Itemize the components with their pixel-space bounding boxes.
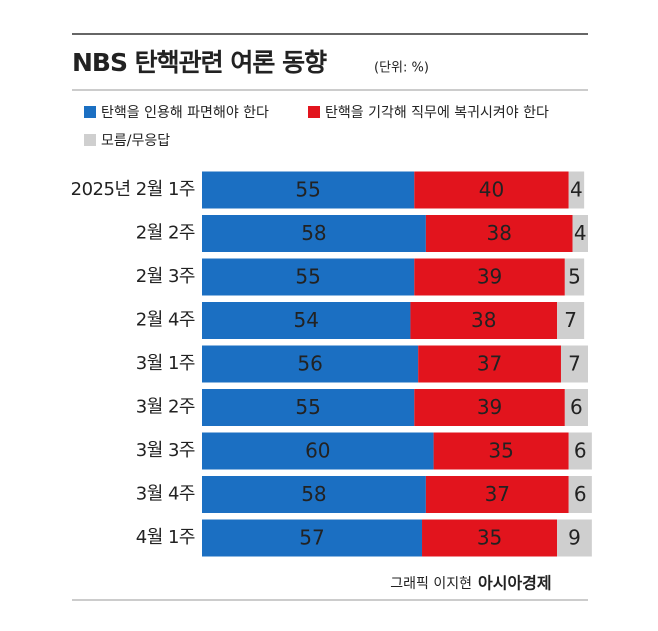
bar-segment [202,345,419,383]
legend-swatch [84,134,96,146]
value-label: 6 [570,395,583,419]
bar-segment [202,389,415,426]
bar-segment [557,519,592,557]
value-label: 37 [477,352,502,376]
legend-label: 탄핵을 기각해 직무에 복귀시켜야 한다 [325,105,549,121]
value-label: 35 [477,526,502,550]
value-label: 58 [301,221,326,245]
value-label: 39 [477,265,502,289]
bar-segment [414,389,565,426]
value-label: 6 [574,439,587,463]
bar-segment [433,432,569,470]
value-label: 38 [471,308,496,332]
category-label: 3월 4주 [136,484,195,505]
legend-swatch [308,106,320,118]
bar-segment [202,302,411,339]
bar-segment [418,345,561,383]
chart-subtitle: (단위: %) [374,61,429,76]
credit: 그래픽 이지현 [390,576,472,592]
value-label: 7 [568,352,581,376]
bar-segment [568,476,592,513]
bar-segment [414,171,569,209]
value-label: 55 [295,265,320,289]
value-label: 9 [568,526,581,550]
bar-segment [564,389,588,426]
value-label: 35 [488,439,513,463]
value-label: 4 [570,178,583,202]
value-label: 56 [297,352,322,376]
bar-segment [202,171,415,209]
bar-segment [410,302,558,339]
value-label: 55 [295,178,320,202]
bar-segment [560,345,588,383]
value-label: 58 [301,482,326,506]
bar-segment [202,519,423,557]
bar-segment [202,258,415,296]
value-label: 39 [477,395,502,419]
legend-label: 탄핵을 인용해 파면해야 한다 [101,105,269,121]
category-label: 2월 3주 [136,266,195,287]
legend-label: 모름/무응답 [101,133,170,149]
bar-segment [564,258,585,296]
bar-segment [572,215,588,252]
value-label: 40 [479,178,504,202]
value-label: 37 [485,482,510,506]
category-label: 2월 4주 [136,310,195,331]
source: 아시아경제 [478,574,552,593]
value-label: 57 [299,526,324,550]
legend-swatch [84,106,96,118]
bar-segment [425,215,573,252]
bar-segment [568,171,585,209]
value-label: 5 [568,265,581,289]
category-label: 4월 1주 [136,527,195,548]
bar-segment [202,215,426,252]
value-label: 55 [295,395,320,419]
bar-segment [425,476,569,513]
chart-title: NBS 탄핵관련 여론 동향 [72,48,327,77]
bar-segment [202,476,426,513]
bar-segment [414,258,565,296]
value-label: 60 [305,439,330,463]
bar-segment [557,302,585,339]
bar-segment [202,432,434,470]
value-label: 4 [574,221,587,245]
category-label: 2월 2주 [136,223,195,244]
value-label: 6 [574,482,587,506]
bar-segment [422,519,558,557]
value-label: 7 [564,308,577,332]
category-label: 3월 3주 [136,440,195,461]
value-label: 38 [486,221,511,245]
category-label: 3월 2주 [136,397,195,418]
category-label: 3월 1주 [136,353,195,374]
category-label: 2025년 2월 1주 [71,179,195,200]
bar-segment [568,432,592,470]
value-label: 54 [293,308,318,332]
